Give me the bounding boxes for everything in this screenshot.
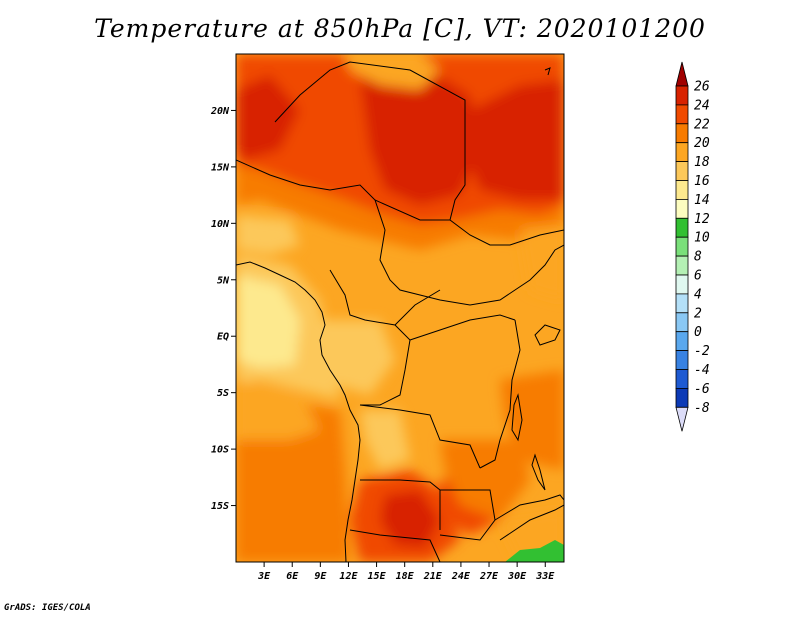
longitude-axis: 3E 6E 9E 12E 15E 18E 21E 24E 27E 30E 33E bbox=[257, 562, 555, 582]
lat-tick-label: 10N bbox=[211, 219, 230, 230]
borders bbox=[236, 61, 564, 562]
lat-tick-label: 10S bbox=[211, 445, 229, 456]
colorbar-label: 16 bbox=[694, 174, 710, 189]
colorbar-label: -6 bbox=[694, 382, 710, 397]
colorbar-label: 4 bbox=[694, 287, 702, 302]
colorbar-label: 8 bbox=[694, 250, 702, 265]
lon-tick-label: 21E bbox=[423, 571, 443, 582]
border-drc-south bbox=[359, 404, 481, 469]
lon-tick-label: 24E bbox=[451, 571, 471, 582]
border-namibia-botswana bbox=[349, 529, 441, 562]
colorbar-label: 10 bbox=[694, 231, 710, 246]
lake-tanganyika bbox=[511, 393, 523, 442]
grads-credit: GrADS: IGES/COLA bbox=[4, 603, 91, 613]
colorbar-box bbox=[675, 293, 689, 314]
colorbar-label: -4 bbox=[694, 363, 710, 378]
zone-24-26-namibia bbox=[380, 490, 440, 548]
border-mozambique bbox=[494, 494, 564, 521]
lon-tick-label: 9E bbox=[314, 571, 327, 582]
lake-victoria bbox=[534, 324, 561, 346]
map-frame bbox=[235, 53, 565, 563]
border-congo bbox=[329, 269, 411, 406]
colorbar-label: 12 bbox=[694, 212, 710, 227]
colorbar-label: 22 bbox=[694, 117, 710, 132]
lon-tick-label: 27E bbox=[479, 571, 499, 582]
lat-tick-label: 15S bbox=[211, 501, 229, 512]
colorbar-box bbox=[675, 369, 689, 389]
colorbar-box bbox=[675, 274, 689, 295]
zone-16-18-westafrica bbox=[236, 215, 300, 255]
colorbar-box bbox=[675, 350, 689, 370]
border-sahel bbox=[236, 159, 564, 306]
colorbar-label: 14 bbox=[694, 193, 710, 208]
colorbar-label: 18 bbox=[694, 155, 710, 170]
colorbar-box bbox=[675, 161, 689, 181]
zone-24-26-east bbox=[465, 80, 564, 200]
cool-north-patch bbox=[345, 54, 440, 90]
temperature-field bbox=[236, 54, 564, 562]
border-angola-namibia bbox=[360, 479, 441, 530]
colorbar-box bbox=[675, 236, 689, 257]
zone-20-22-zambia bbox=[440, 440, 530, 520]
lon-tick-label: 18E bbox=[396, 571, 415, 582]
lat-tick-label: 5S bbox=[217, 388, 229, 399]
coast-northeast bbox=[544, 67, 551, 76]
colorbar-box bbox=[675, 217, 689, 238]
lon-tick-label: 30E bbox=[507, 571, 527, 582]
colorbar-box bbox=[675, 123, 689, 144]
zone-24-26-west bbox=[360, 70, 480, 205]
zone-20-22-eastafrica bbox=[500, 370, 564, 470]
colorbar-bottom-arrow bbox=[675, 406, 689, 432]
zone-12-14-southeast bbox=[505, 540, 564, 562]
lat-tick-label: 15N bbox=[211, 162, 230, 173]
colorbar-label: 0 bbox=[694, 325, 702, 340]
lake-malawi bbox=[531, 453, 546, 491]
colorbar-label: 26 bbox=[694, 80, 710, 95]
colorbar-box bbox=[675, 331, 689, 352]
colorbar-label: 6 bbox=[694, 269, 702, 284]
coastline-west bbox=[236, 261, 361, 562]
lon-tick-label: 12E bbox=[339, 571, 358, 582]
border-chad-sudan bbox=[374, 199, 564, 246]
colorbar-box bbox=[675, 312, 689, 333]
border-zimbabwe bbox=[499, 504, 564, 541]
lat-tick-label: 5N bbox=[217, 275, 230, 286]
border-north bbox=[274, 61, 466, 221]
colorbar-label: -8 bbox=[694, 401, 710, 416]
zone-16-18-gabon bbox=[320, 320, 395, 395]
border-drc-north bbox=[409, 314, 516, 341]
zone-16-18-angola-highland bbox=[360, 410, 410, 470]
lon-tick-label: 3E bbox=[257, 571, 271, 582]
lon-tick-label: 15E bbox=[368, 571, 387, 582]
zone-24-26-nw bbox=[236, 75, 300, 160]
colorbar-top-arrow bbox=[675, 61, 689, 87]
border-drc-east bbox=[479, 319, 521, 469]
zone-18-20-southatlantic bbox=[236, 380, 320, 440]
map-title: Temperature at 850hPa [C], VT: 202010120… bbox=[94, 14, 706, 43]
colorbar-box bbox=[675, 142, 689, 162]
latitude-axis: 20N 15N 10N 5N EQ 5S 10S 15S bbox=[210, 106, 236, 512]
colorbar-box bbox=[675, 198, 689, 219]
lon-tick-label: 33E bbox=[535, 571, 555, 582]
colorbar-label: 24 bbox=[694, 98, 710, 113]
lat-tick-label: 20N bbox=[210, 106, 230, 117]
lat-tick-label: EQ bbox=[217, 332, 229, 343]
zone-18-20-ethiopia bbox=[520, 225, 564, 300]
zone-14-16-coast bbox=[236, 275, 300, 368]
colorbar-box bbox=[675, 387, 689, 408]
lon-tick-label: 6E bbox=[286, 571, 299, 582]
colorbar-box bbox=[675, 255, 689, 276]
colorbar-label: 20 bbox=[694, 136, 710, 151]
colorbar-label: 2 bbox=[694, 306, 702, 321]
border-car bbox=[394, 289, 441, 326]
colorbar-box bbox=[675, 85, 689, 106]
colorbar-box bbox=[675, 104, 689, 125]
colorbar-label: -2 bbox=[694, 344, 710, 359]
colorbar-box bbox=[675, 180, 689, 200]
